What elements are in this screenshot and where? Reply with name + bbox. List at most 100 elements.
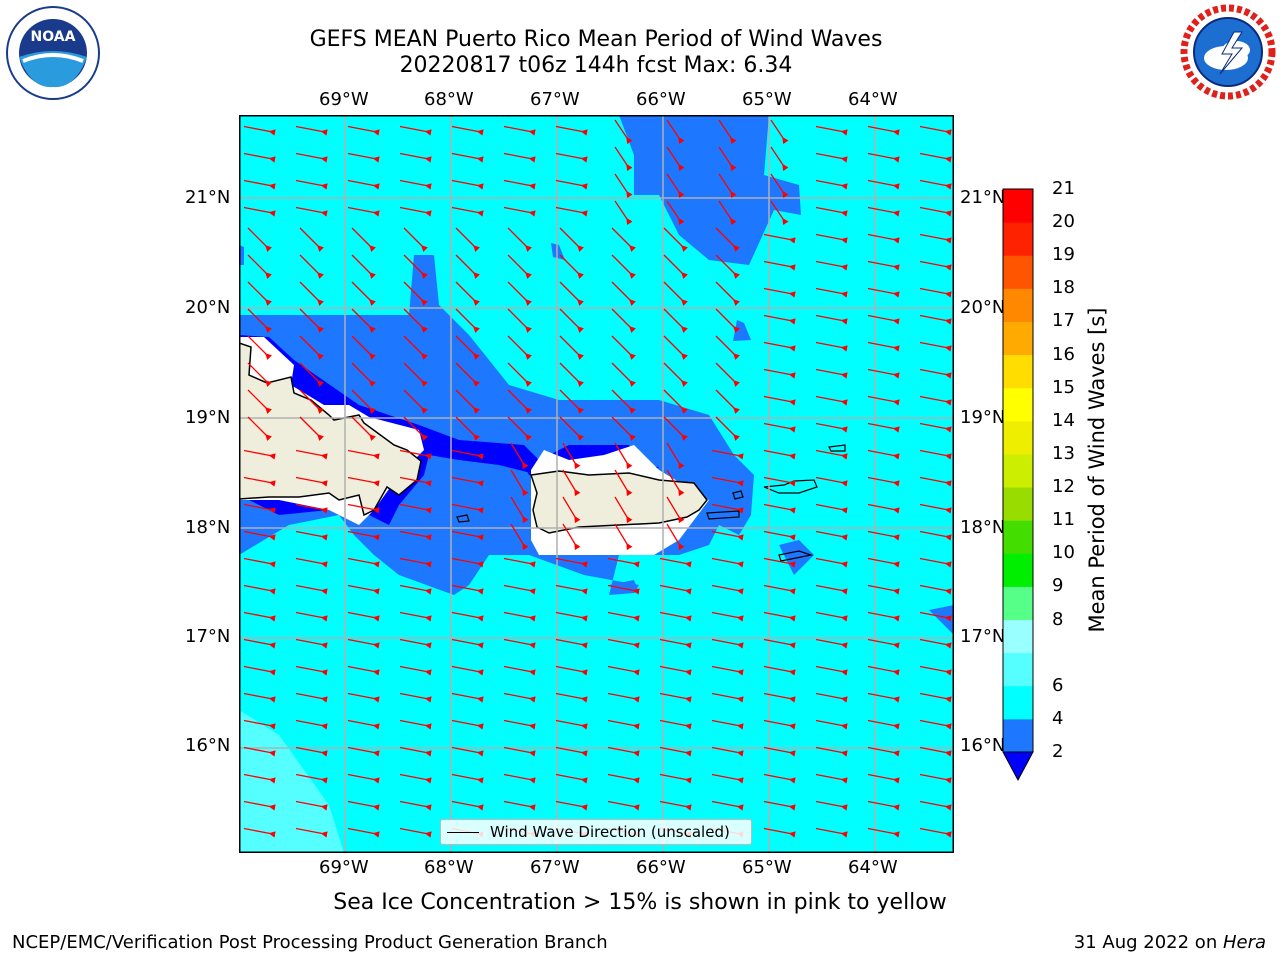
wind-wave-arrow [815,557,848,568]
wind-wave-arrow [815,665,848,676]
wind-wave-arrow [559,362,584,387]
wind-wave-arrow [351,227,376,252]
wind-wave-arrow [451,125,484,136]
wind-wave-arrow [403,227,428,252]
wind-wave-arrow [919,179,952,190]
wind-wave-arrow [607,692,640,703]
wind-wave-arrow [867,530,900,541]
wind-wave-arrow [867,287,900,298]
colorbar-tick-label: 15 [1052,376,1075,398]
land-st-croix [778,550,814,562]
lon-tick-top-66: 66°W [636,89,686,110]
wind-wave-arrow [763,692,796,703]
wind-wave-arrow [763,233,796,244]
colorbar-label: Mean Period of Wind Waves [s] [1085,307,1109,633]
wind-wave-arrow [919,800,952,811]
wind-wave-arrow [663,362,688,387]
wind-wave-arrow [715,281,740,306]
colorbar-tick-label: 6 [1052,674,1064,696]
wind-wave-arrow [614,496,633,524]
wind-wave-arrow [666,200,685,226]
wind-wave-arrow [607,665,640,676]
wind-wave-arrow [715,389,740,414]
wind-wave-arrow [663,227,688,252]
wind-wave-arrow [770,119,789,145]
wind-wave-arrow [507,254,532,279]
colorbar-segment [1003,354,1033,389]
wind-wave-arrow [867,368,900,379]
wind-wave-arrow [507,308,532,333]
wind-wave-arrow [562,442,581,470]
wind-wave-arrow [507,335,532,360]
wind-wave-arrow [659,800,692,811]
wind-wave-arrow [451,692,484,703]
colorbar-segment [1003,255,1033,289]
wind-wave-arrow [919,152,952,163]
wind-wave-arrow [711,476,744,487]
wind-wave-arrow [455,308,480,333]
colorbar-tick-label: 17 [1052,310,1075,332]
wind-wave-arrow [299,335,324,360]
wind-wave-arrow [555,773,588,784]
colorbar-segment [1003,619,1033,654]
wind-wave-arrow [815,773,848,784]
wind-wave-arrow [763,287,796,298]
lon-tick-top-65: 65°W [742,89,792,110]
wind-wave-arrow [919,476,952,487]
wind-wave-arrow [399,206,432,217]
wind-wave-arrow [763,584,796,595]
wind-wave-arrow [815,125,848,136]
wind-wave-arrow [555,152,588,163]
wind-wave-arrow [763,449,796,460]
colorbar-tick-label: 11 [1052,509,1075,531]
wind-wave-arrow [351,308,376,333]
wind-wave-arrow [455,254,480,279]
wind-wave-arrow [919,827,952,838]
wind-wave-arrow [666,119,685,145]
wind-wave-arrow [455,335,480,360]
wind-wave-arrow [295,557,328,568]
wind-wave-arrow [666,469,685,497]
wind-wave-arrow [614,119,633,145]
lon-tick-bottom-69: 69°W [319,857,369,878]
wind-wave-arrow [507,389,532,414]
colorbar-segment [1003,453,1033,488]
lon-tick-top-64: 64°W [848,89,898,110]
wind-wave-arrow [243,827,276,838]
wind-wave-arrow [559,308,584,333]
wind-wave-arrow [247,281,272,306]
wind-wave-arrow [399,557,432,568]
wind-wave-arrow [763,557,796,568]
wind-wave-arrow [718,146,737,172]
wind-wave-arrow [763,773,796,784]
wind-wave-arrow [555,125,588,136]
wind-wave-arrow [867,692,900,703]
ocean-period-2-4-north [619,115,801,265]
wind-wave-arrow [919,503,952,514]
ocean-period-2-4-islet-b [733,320,751,341]
lat-tick-left-21: 21°N [185,187,231,208]
wind-wave-arrow [295,206,328,217]
wind-wave-arrow [763,827,796,838]
wind-wave-arrow [867,179,900,190]
wind-wave-arrow [559,389,584,414]
wind-wave-arrow [451,611,484,622]
wind-wave-arrow [403,362,428,387]
lat-tick-right-21: 21°N [960,187,1006,208]
wind-wave-arrow [867,233,900,244]
wind-wave-arrow [659,611,692,622]
wind-wave-arrow [399,665,432,676]
wind-wave-arrow [867,395,900,406]
wind-wave-arrow [503,692,536,703]
colorbar-tick-label: 16 [1052,343,1075,365]
wind-wave-arrow [867,827,900,838]
wind-wave-arrow [399,530,432,541]
wind-wave-arrow [347,827,380,838]
wind-wave-arrow [295,827,328,838]
wind-wave-arrow [659,665,692,676]
wind-wave-arrow [399,719,432,730]
wind-wave-arrow [243,125,276,136]
wind-wave-arrow [867,449,900,460]
wind-wave-arrow [770,173,789,199]
wind-wave-arrow [243,530,276,541]
